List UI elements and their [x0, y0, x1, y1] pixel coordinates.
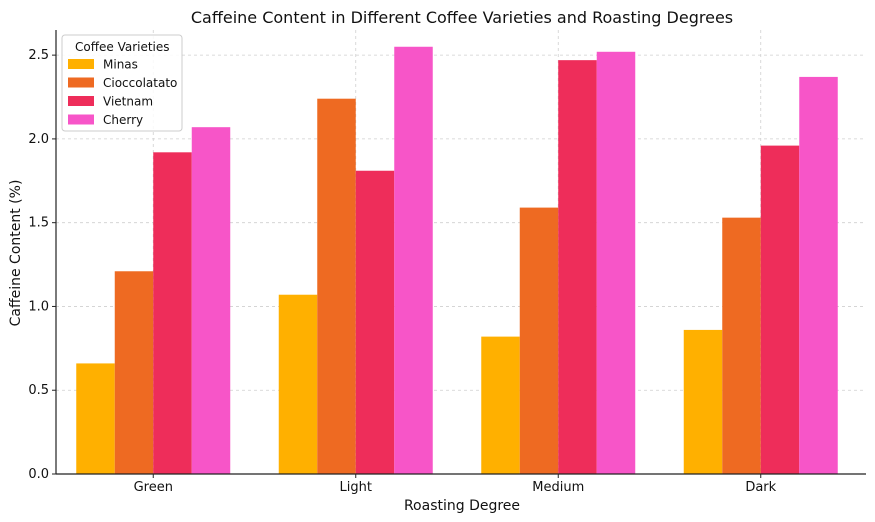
bar-minas-dark: [683, 329, 723, 474]
bar-cherry-dark: [799, 76, 838, 474]
legend-label: Vietnam: [103, 95, 153, 109]
bar-minas-green: [76, 363, 115, 474]
legend-item: Cioccolatato: [68, 76, 177, 90]
bar-cherry-medium: [596, 51, 636, 475]
bar-vietnam-light: [355, 170, 395, 474]
legend-item: Cherry: [68, 113, 143, 127]
y-tick-label: 1.0: [28, 299, 49, 314]
x-tick-label: Medium: [532, 480, 584, 495]
x-tick-label: Light: [340, 480, 372, 495]
bar-cioccolatato-light: [317, 98, 356, 474]
legend: Coffee Varieties Minas Cioccolatato Vietna…: [61, 34, 183, 132]
y-tick-label: 2.0: [28, 132, 49, 147]
legend-swatch: [68, 96, 94, 106]
legend-swatch: [68, 114, 94, 125]
bar-cherry-green: [191, 127, 231, 474]
y-tick-label: 2.5: [28, 48, 49, 63]
legend-item: Minas: [68, 58, 138, 72]
bar-vietnam-medium: [558, 60, 597, 475]
axes: 0.0 0.5 1.0 1.5 2.0 2.5 Green Light Medium Dark: [28, 30, 866, 495]
legend-swatch: [68, 59, 94, 69]
legend-item: Vietnam: [68, 95, 153, 109]
y-axis-label: Caffeine Content (%): [8, 180, 24, 327]
bar-vietnam-dark: [760, 145, 800, 474]
legend-title: Coffee Varieties: [75, 40, 170, 54]
y-tick-label: 1.5: [28, 216, 49, 231]
x-tick-label: Green: [134, 480, 173, 495]
x-tick-label: Dark: [745, 480, 776, 495]
bar-minas-light: [278, 294, 318, 474]
bars: [76, 46, 838, 475]
legend-swatch: [68, 77, 94, 88]
bar-cioccolatato-dark: [722, 217, 761, 474]
bar-cherry-light: [394, 46, 433, 474]
y-tick-label: 0.0: [28, 467, 49, 482]
chart-title: Caffeine Content in Different Coffee Var…: [191, 8, 733, 27]
bar-cioccolatato-green: [114, 271, 154, 474]
legend-label: Cioccolatato: [103, 76, 177, 90]
bar-minas-medium: [481, 336, 520, 474]
bar-cioccolatato-medium: [519, 207, 559, 474]
legend-label: Minas: [103, 58, 138, 72]
bar-vietnam-green: [153, 152, 192, 474]
y-tick-label: 0.5: [28, 383, 49, 398]
legend-label: Cherry: [103, 113, 143, 127]
x-axis-label: Roasting Degree: [404, 498, 520, 514]
